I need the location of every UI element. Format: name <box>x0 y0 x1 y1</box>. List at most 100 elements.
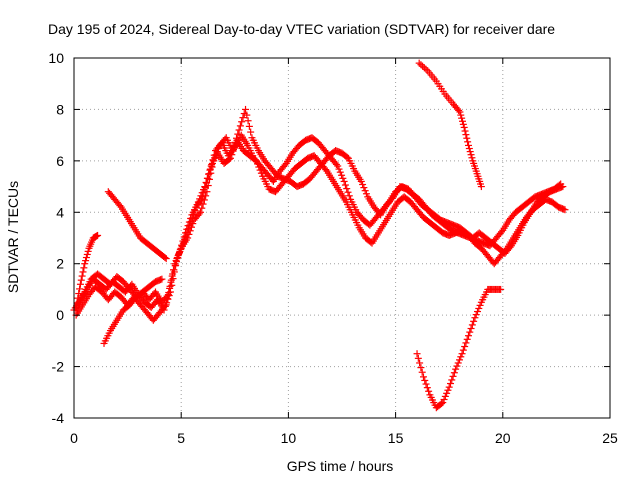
data-point <box>476 301 484 309</box>
data-point <box>334 162 342 170</box>
data-point <box>243 111 251 119</box>
data-point <box>175 250 183 258</box>
y-tick-label: 6 <box>56 153 64 169</box>
data-point <box>212 151 220 159</box>
data-point <box>168 272 176 280</box>
data-point <box>455 106 463 114</box>
x-tick-label: 15 <box>388 430 404 446</box>
data-point <box>472 311 480 319</box>
data-point <box>199 200 207 208</box>
data-point <box>164 291 172 299</box>
data-point <box>475 304 483 312</box>
data-point <box>163 292 171 300</box>
data-point <box>466 328 474 336</box>
data-point <box>234 130 242 138</box>
plot-frame <box>73 57 611 419</box>
data-point <box>162 255 170 263</box>
data-point <box>185 218 193 226</box>
data-point <box>458 350 466 358</box>
data-point <box>448 376 456 384</box>
x-axis-label: GPS time / hours <box>287 458 394 474</box>
data-point <box>244 117 252 125</box>
tick-marks <box>73 57 611 419</box>
data-point <box>425 387 433 395</box>
data-point <box>116 202 124 210</box>
data-point <box>196 208 204 216</box>
data-point <box>459 346 467 354</box>
data-point <box>169 266 177 274</box>
data-point <box>462 339 470 347</box>
data-point <box>466 148 474 156</box>
data-point <box>444 386 452 394</box>
data-point <box>335 165 343 173</box>
data-point <box>211 154 219 162</box>
x-tick-label: 10 <box>281 430 297 446</box>
data-point <box>227 154 235 162</box>
data-point <box>419 62 427 70</box>
data-point <box>340 177 348 185</box>
data-point <box>458 117 466 125</box>
data-point <box>173 254 181 262</box>
data-point <box>468 321 476 329</box>
data-point <box>187 223 195 231</box>
y-tick-label: 2 <box>56 256 64 272</box>
data-point <box>204 182 212 190</box>
data-point <box>477 183 485 191</box>
data-point <box>184 234 192 242</box>
data-point <box>200 196 208 204</box>
data-point <box>462 131 470 139</box>
data-point <box>357 177 365 185</box>
data-point <box>460 123 468 131</box>
data-point <box>339 174 347 182</box>
data-point <box>75 290 83 298</box>
data-point <box>162 301 170 309</box>
data-point <box>557 180 565 188</box>
data-point <box>360 184 368 192</box>
data-point <box>76 280 84 288</box>
data-point <box>233 134 241 142</box>
data-point <box>176 247 184 255</box>
data-point <box>452 365 460 373</box>
data-point <box>83 250 91 258</box>
data-point <box>254 160 262 168</box>
data-point <box>242 105 250 113</box>
data-point <box>413 350 421 358</box>
data-point <box>231 138 239 146</box>
chart-title: Day 195 of 2024, Sidereal Day-to-day VTE… <box>48 21 555 37</box>
data-point <box>441 392 449 400</box>
data-point <box>437 400 445 408</box>
data-point <box>73 299 81 307</box>
data-point <box>465 145 473 153</box>
data-point <box>161 302 169 310</box>
data-point <box>474 308 482 316</box>
data-point <box>456 108 464 116</box>
data-point <box>201 183 209 191</box>
data-point <box>338 171 346 179</box>
x-tick-label: 0 <box>70 430 78 446</box>
y-tick-label: -4 <box>52 410 65 426</box>
data-point <box>206 175 214 183</box>
data-point <box>415 59 423 67</box>
data-point <box>230 142 238 150</box>
data-point <box>471 314 479 322</box>
data-point <box>208 163 216 171</box>
data-points <box>70 59 569 412</box>
data-point <box>450 369 458 377</box>
data-point <box>420 64 428 72</box>
y-axis-label: SDTVAR / TECUs <box>5 181 21 293</box>
data-point <box>343 153 351 161</box>
data-point <box>468 154 476 162</box>
data-point <box>417 364 425 372</box>
data-point <box>322 166 330 174</box>
data-point <box>181 229 189 237</box>
data-point <box>467 151 475 159</box>
data-point <box>184 222 192 230</box>
data-point <box>345 192 353 200</box>
data-point <box>461 127 469 135</box>
data-point <box>417 61 425 69</box>
data-point <box>388 194 396 202</box>
data-point <box>80 264 88 272</box>
data-point <box>445 383 453 391</box>
